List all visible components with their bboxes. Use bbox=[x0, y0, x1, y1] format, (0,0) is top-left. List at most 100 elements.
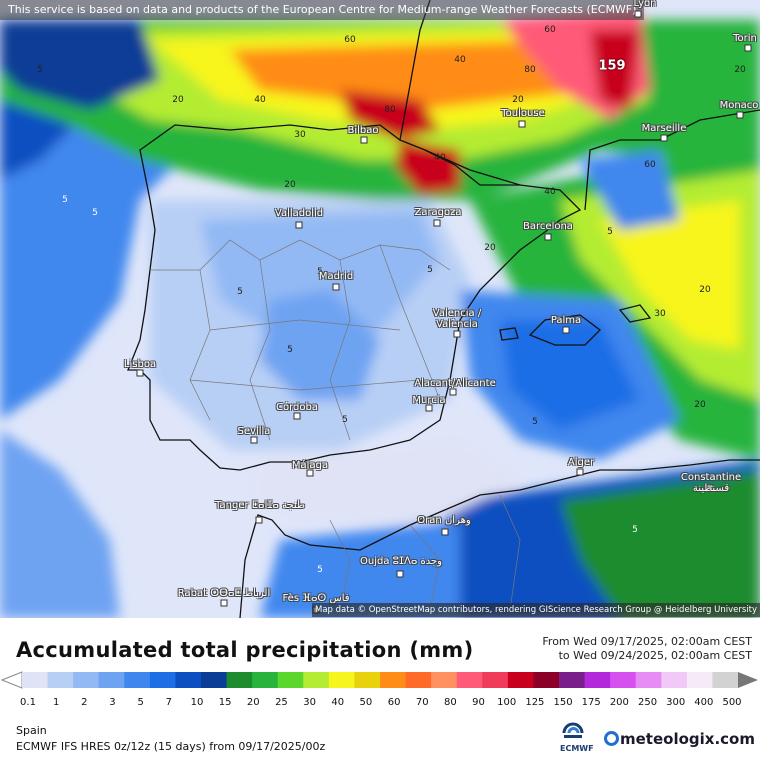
contour-label: 20 bbox=[694, 400, 706, 410]
scale-swatch bbox=[533, 672, 560, 688]
city-label-oujda[interactable]: Oujda ⵓⵊⴷⴰ وجدة bbox=[360, 556, 442, 567]
ecmwf-icon bbox=[562, 722, 584, 738]
city-dot bbox=[453, 330, 461, 338]
city-label-alacant[interactable]: Alacant/Alicante bbox=[414, 378, 496, 389]
city-dot bbox=[744, 44, 752, 52]
scale-swatch bbox=[559, 672, 586, 688]
scale-label: 2 bbox=[81, 697, 88, 708]
city-label-tanger[interactable]: Tanger ⵟⴰⵏⵊⴰ طنجة bbox=[215, 500, 305, 511]
scale-label: 150 bbox=[553, 697, 573, 708]
city-dot bbox=[576, 468, 584, 476]
scale-swatch bbox=[712, 672, 739, 688]
scale-label: 50 bbox=[359, 697, 373, 708]
city-dot bbox=[518, 120, 526, 128]
city-label-fes[interactable]: Fès ⴼⴰⵙ فاس bbox=[282, 593, 350, 604]
scale-swatch bbox=[686, 672, 713, 688]
scale-swatch bbox=[277, 672, 304, 688]
scale-swatch bbox=[405, 672, 432, 688]
scale-max-arrow bbox=[738, 672, 758, 688]
scale-swatch bbox=[661, 672, 688, 688]
city-label-oran[interactable]: Oran وهران bbox=[417, 515, 471, 526]
city-label-bilbao[interactable]: Bilbao bbox=[347, 125, 379, 136]
city-label-rabat[interactable]: Rabat ⵔⴱⴰⵟ الرباط bbox=[177, 588, 271, 599]
scale-swatch bbox=[201, 672, 228, 688]
region-borders bbox=[150, 239, 521, 611]
scale-swatch bbox=[226, 672, 253, 688]
city-label-alger[interactable]: Alger bbox=[567, 457, 595, 468]
city-dot bbox=[332, 283, 340, 291]
city-dot bbox=[425, 404, 433, 412]
brand-text: meteologix.com bbox=[620, 730, 755, 748]
scale-label: 20 bbox=[246, 697, 260, 708]
map-attribution[interactable]: Map data © OpenStreetMap contributors, r… bbox=[312, 603, 760, 617]
city-label-valencia[interactable]: Valencia / València bbox=[432, 308, 482, 330]
map-title: Accumulated total precipitation (mm) bbox=[16, 638, 474, 662]
city-label-monaco[interactable]: Monaco bbox=[719, 100, 759, 111]
city-label-palma[interactable]: Palma bbox=[550, 315, 582, 326]
scale-swatch bbox=[584, 672, 611, 688]
precipitation-field bbox=[0, 10, 760, 618]
contour-label: 80 bbox=[524, 65, 536, 75]
city-dot bbox=[706, 484, 714, 492]
scale-label: 175 bbox=[581, 697, 601, 708]
meteologix-icon bbox=[604, 731, 619, 746]
city-label-murcia[interactable]: Murcia bbox=[412, 395, 446, 406]
city-label-toulouse[interactable]: Toulouse bbox=[501, 108, 545, 119]
contour-label: 5 bbox=[62, 195, 68, 205]
contour-label: 5 bbox=[342, 415, 348, 425]
city-label-zaragoza[interactable]: Zaragoza bbox=[414, 207, 462, 218]
scale-label: 300 bbox=[666, 697, 686, 708]
scale-label: 40 bbox=[331, 697, 345, 708]
legend-panel: Accumulated total precipitation (mm) Fro… bbox=[0, 618, 760, 760]
color-scale-bar bbox=[0, 671, 758, 689]
city-dot bbox=[295, 221, 303, 229]
city-label-torino[interactable]: Torin bbox=[733, 33, 757, 44]
scale-label: 250 bbox=[637, 697, 658, 708]
city-label-lyon[interactable]: Lyon bbox=[633, 0, 657, 9]
city-label-lisboa[interactable]: Lisboa bbox=[123, 359, 157, 370]
contour-label: 20 bbox=[484, 243, 496, 253]
city-label-sevilla[interactable]: Sevilla bbox=[237, 426, 271, 437]
contour-label: 5 bbox=[317, 565, 323, 575]
scale-swatch bbox=[22, 672, 49, 688]
city-dot bbox=[396, 570, 404, 578]
scale-label: 7 bbox=[165, 697, 172, 708]
contour-label: 80 bbox=[384, 105, 396, 115]
contour-label: 40 bbox=[454, 55, 466, 65]
city-label-marseille[interactable]: Marseille bbox=[641, 123, 687, 134]
city-dot bbox=[562, 326, 570, 334]
city-label-constantine[interactable]: Constantine قسنطينة bbox=[680, 472, 742, 494]
region-name: Spain bbox=[16, 724, 47, 737]
contour-label: 5 bbox=[427, 265, 433, 275]
city-dot bbox=[433, 219, 441, 227]
city-label-barcelona[interactable]: Barcelona bbox=[523, 221, 573, 232]
scale-swatch bbox=[380, 672, 407, 688]
scale-swatch bbox=[354, 672, 381, 688]
contour-label: 5 bbox=[607, 227, 613, 237]
city-dot bbox=[441, 528, 449, 536]
scale-swatch bbox=[124, 672, 151, 688]
scale-label: 25 bbox=[275, 697, 288, 708]
contour-label: 20 bbox=[699, 285, 711, 295]
city-dot bbox=[255, 516, 263, 524]
scale-swatch bbox=[456, 672, 483, 688]
city-dot bbox=[660, 134, 668, 142]
scale-label: 400 bbox=[694, 697, 714, 708]
contour-label: 5 bbox=[632, 525, 638, 535]
scale-label: 60 bbox=[387, 697, 401, 708]
city-label-madrid[interactable]: Madrid bbox=[318, 271, 354, 282]
contour-label: 60 bbox=[344, 35, 356, 45]
scale-swatch bbox=[610, 672, 637, 688]
contour-label: 5 bbox=[317, 267, 323, 277]
meteologix-logo[interactable]: meteologix.com bbox=[604, 730, 755, 748]
contour-label: 20 bbox=[284, 180, 296, 190]
city-label-valladolid[interactable]: Valladolid bbox=[274, 208, 324, 219]
city-dot bbox=[736, 111, 744, 119]
city-dot bbox=[634, 10, 642, 18]
contour-label: 20 bbox=[512, 95, 524, 105]
scale-swatch bbox=[47, 672, 74, 688]
city-label-malaga[interactable]: Málaga bbox=[291, 460, 329, 471]
city-label-cordoba[interactable]: Córdoba bbox=[276, 402, 318, 413]
contour-label: 30 bbox=[654, 309, 666, 319]
precipitation-map[interactable]: This service is based on data and produc… bbox=[0, 0, 760, 618]
